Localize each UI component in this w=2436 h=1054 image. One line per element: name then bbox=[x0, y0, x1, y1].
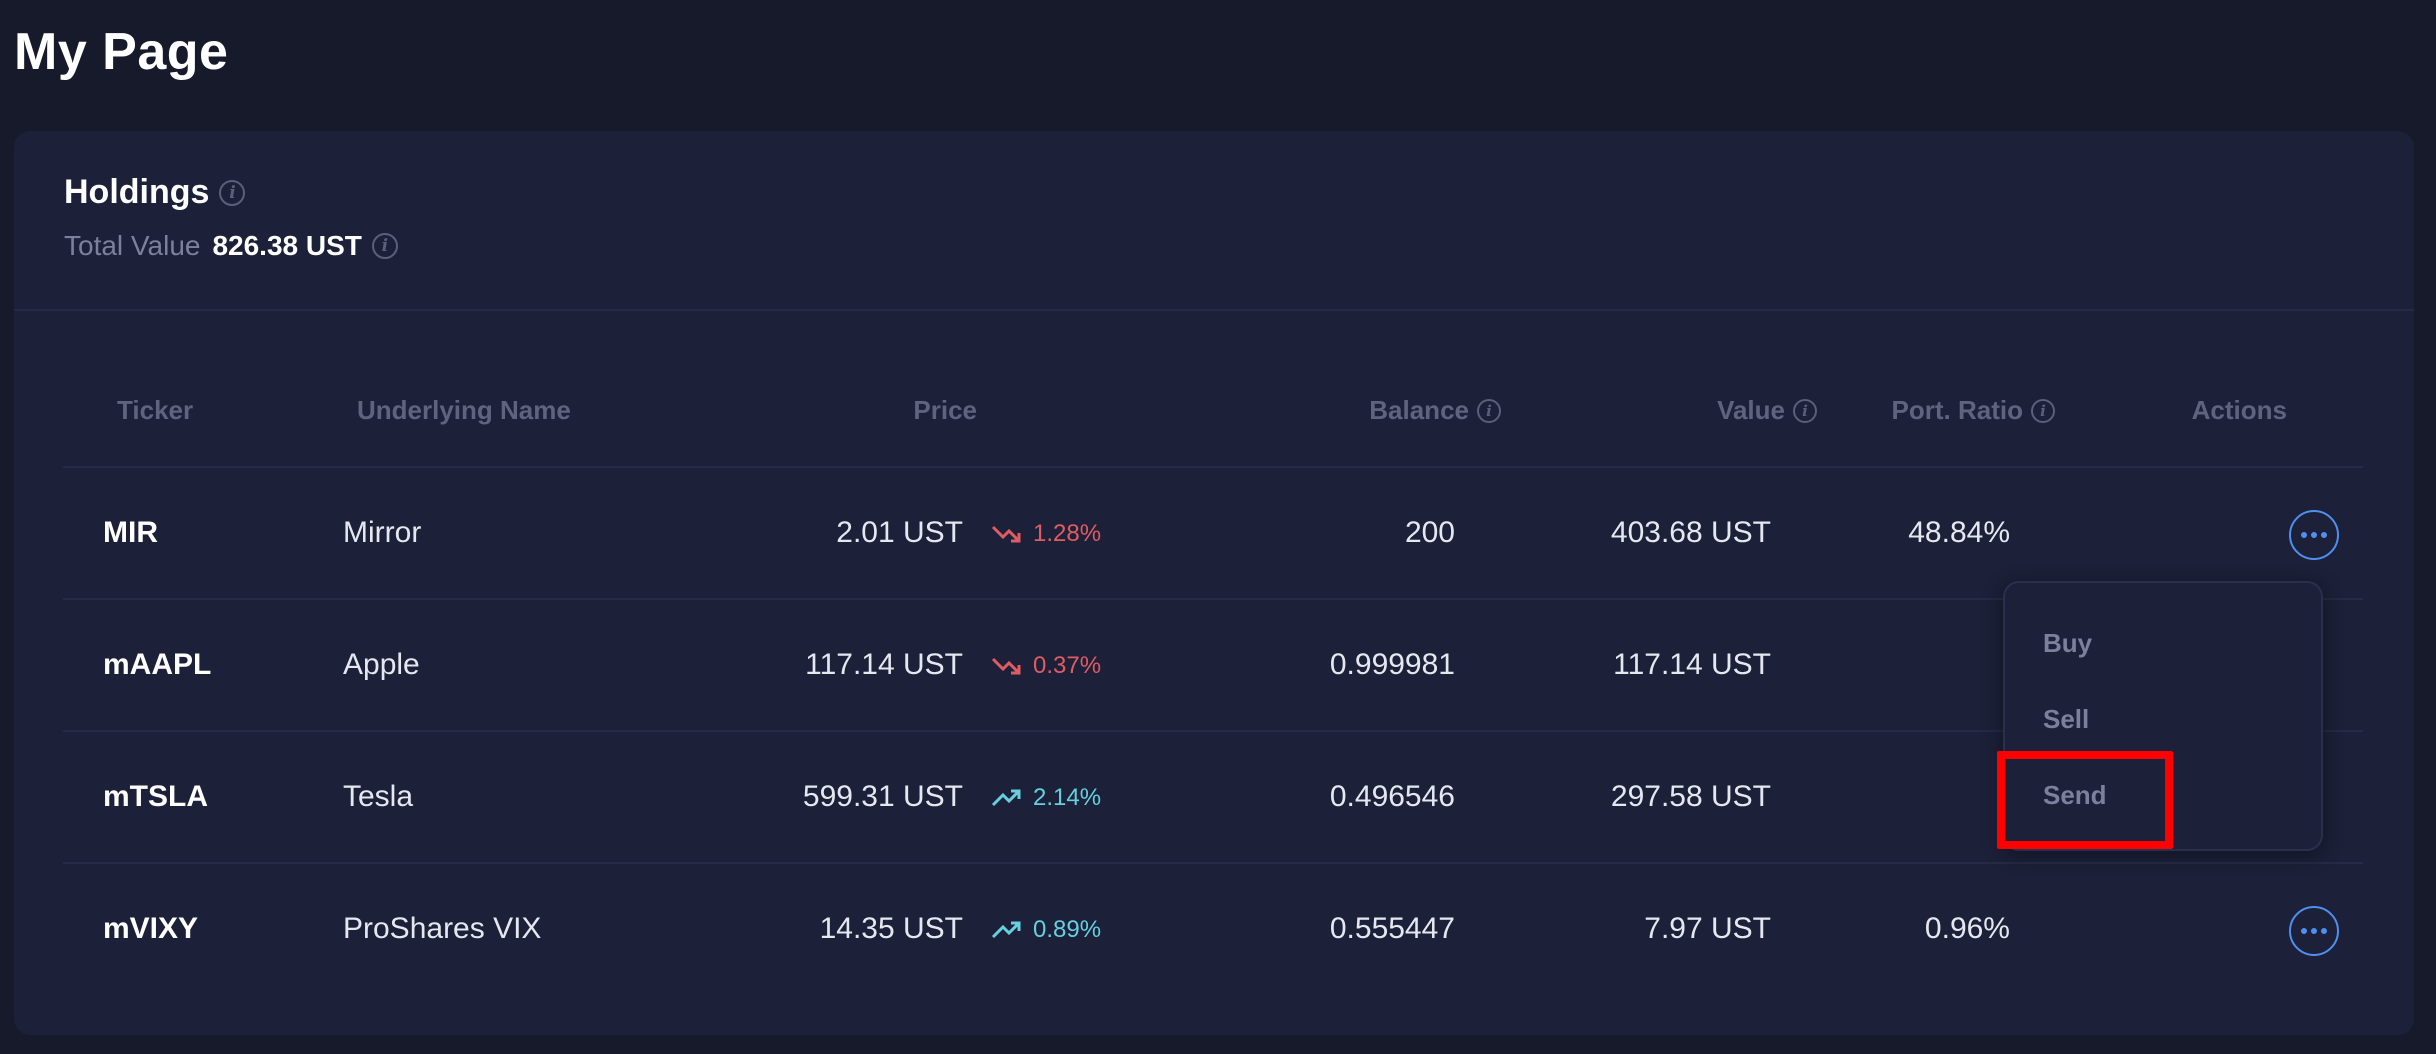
more-dots-icon bbox=[2321, 532, 2327, 538]
header-value: Value i bbox=[1717, 395, 1817, 426]
header-balance-label: Balance bbox=[1369, 395, 1469, 425]
row-change-value: 2.14% bbox=[1033, 784, 1102, 811]
table-row: mTSLA Tesla 599.31 UST 2.14% 0.496546 29… bbox=[63, 732, 2363, 864]
more-dots-icon bbox=[2311, 928, 2317, 934]
more-dots-icon bbox=[2321, 928, 2327, 934]
holdings-header: Holdings i Total Value 826.38 UST i bbox=[14, 131, 2414, 311]
row-change-value: 1.28% bbox=[1033, 520, 1102, 547]
row-change: 0.37% bbox=[991, 652, 1101, 680]
row-ticker[interactable]: MIR bbox=[103, 516, 158, 549]
header-ratio-label: Port. Ratio bbox=[1891, 395, 2023, 425]
row-value: 403.68 UST bbox=[1610, 516, 1771, 549]
row-value: 117.14 UST bbox=[1613, 648, 1771, 681]
menu-item-buy[interactable]: Buy bbox=[2043, 628, 2093, 658]
info-icon[interactable]: i bbox=[1793, 398, 1817, 423]
header-actions: Actions bbox=[2191, 395, 2287, 425]
row-underlying-name: Tesla bbox=[343, 780, 414, 813]
row-balance: 200 bbox=[1404, 516, 1455, 549]
holdings-title: Holdings i bbox=[64, 173, 246, 212]
row-value: 297.58 UST bbox=[1610, 780, 1771, 813]
more-dots-icon bbox=[2301, 928, 2307, 934]
row-value: 7.97 UST bbox=[1644, 912, 1771, 945]
row-change-value: 0.37% bbox=[1033, 652, 1102, 679]
menu-item-send[interactable]: Send bbox=[2043, 780, 2107, 810]
row-balance: 0.496546 bbox=[1329, 780, 1455, 813]
row-ratio: 48.84% bbox=[1908, 516, 2010, 549]
menu-item-sell[interactable]: Sell bbox=[2043, 704, 2090, 734]
header-ticker: Ticker bbox=[117, 395, 194, 425]
table-header: Ticker Underlying Name Price Balance i V… bbox=[63, 357, 2363, 468]
page-title: My Page bbox=[14, 23, 229, 81]
table-row: MIR Mirror 2.01 UST 1.28% 200 403.68 UST… bbox=[63, 468, 2363, 600]
row-ticker[interactable]: mVIXY bbox=[103, 912, 199, 945]
more-dots-icon bbox=[2311, 532, 2317, 538]
header-ratio: Port. Ratio i bbox=[1892, 395, 2055, 426]
row-price: 2.01 UST bbox=[836, 516, 963, 549]
trend-down-icon bbox=[991, 657, 1021, 675]
total-value-label: Total Value bbox=[64, 230, 201, 261]
total-value-amount: 826.38 UST bbox=[212, 230, 362, 261]
table-row: mAAPL Apple 117.14 UST 0.37% 0.999981 11… bbox=[63, 600, 2363, 732]
trend-down-icon bbox=[991, 525, 1021, 543]
row-price: 117.14 UST bbox=[805, 648, 963, 681]
info-icon[interactable]: i bbox=[2031, 398, 2055, 423]
header-underlying: Underlying Name bbox=[357, 395, 571, 425]
trend-up-icon bbox=[991, 921, 1021, 939]
total-value-row: Total Value 826.38 UST i bbox=[64, 230, 398, 262]
row-change-value: 0.89% bbox=[1033, 916, 1102, 943]
header-balance: Balance i bbox=[1369, 395, 1501, 426]
more-dots-icon bbox=[2301, 532, 2307, 538]
trend-up-icon bbox=[991, 789, 1021, 807]
info-icon[interactable]: i bbox=[1477, 398, 1501, 423]
row-change: 2.14% bbox=[991, 784, 1101, 812]
highlight-box bbox=[1997, 751, 2173, 849]
row-price: 599.31 UST bbox=[802, 780, 963, 813]
actions-dropdown-menu: Buy Sell Send bbox=[2003, 581, 2323, 851]
row-price: 14.35 UST bbox=[819, 912, 963, 945]
table-row: mVIXY ProShares VIX 14.35 UST 0.89% 0.55… bbox=[63, 864, 2363, 996]
holdings-table: Ticker Underlying Name Price Balance i V… bbox=[63, 357, 2363, 996]
row-underlying-name: ProShares VIX bbox=[343, 912, 542, 945]
more-actions-button[interactable] bbox=[2289, 906, 2339, 956]
more-actions-button[interactable] bbox=[2289, 510, 2339, 560]
row-ticker[interactable]: mAAPL bbox=[103, 648, 212, 681]
info-icon[interactable]: i bbox=[219, 179, 246, 206]
row-ticker[interactable]: mTSLA bbox=[103, 780, 208, 813]
row-balance: 0.555447 bbox=[1329, 912, 1455, 945]
header-value-label: Value bbox=[1717, 395, 1785, 425]
holdings-title-text: Holdings bbox=[64, 173, 210, 211]
row-ratio: 0.96% bbox=[1924, 912, 2010, 945]
row-underlying-name: Mirror bbox=[343, 516, 422, 549]
row-change: 0.89% bbox=[991, 916, 1101, 944]
info-icon[interactable]: i bbox=[371, 233, 398, 259]
row-balance: 0.999981 bbox=[1329, 648, 1455, 681]
row-change: 1.28% bbox=[991, 520, 1101, 548]
row-underlying-name: Apple bbox=[343, 648, 420, 681]
header-price: Price bbox=[913, 395, 977, 425]
